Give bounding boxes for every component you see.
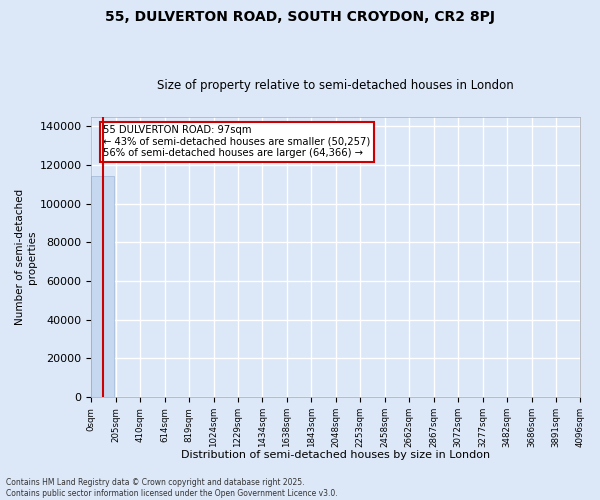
Text: 55, DULVERTON ROAD, SOUTH CROYDON, CR2 8PJ: 55, DULVERTON ROAD, SOUTH CROYDON, CR2 8… (105, 10, 495, 24)
X-axis label: Distribution of semi-detached houses by size in London: Distribution of semi-detached houses by … (181, 450, 490, 460)
Bar (91, 176, 115, 397)
Y-axis label: Number of semi-detached
properties: Number of semi-detached properties (15, 189, 37, 325)
Title: Size of property relative to semi-detached houses in London: Size of property relative to semi-detach… (157, 79, 514, 92)
Text: Contains HM Land Registry data © Crown copyright and database right 2025.
Contai: Contains HM Land Registry data © Crown c… (6, 478, 338, 498)
Text: 55 DULVERTON ROAD: 97sqm
← 43% of semi-detached houses are smaller (50,257)
56% : 55 DULVERTON ROAD: 97sqm ← 43% of semi-d… (103, 125, 371, 158)
